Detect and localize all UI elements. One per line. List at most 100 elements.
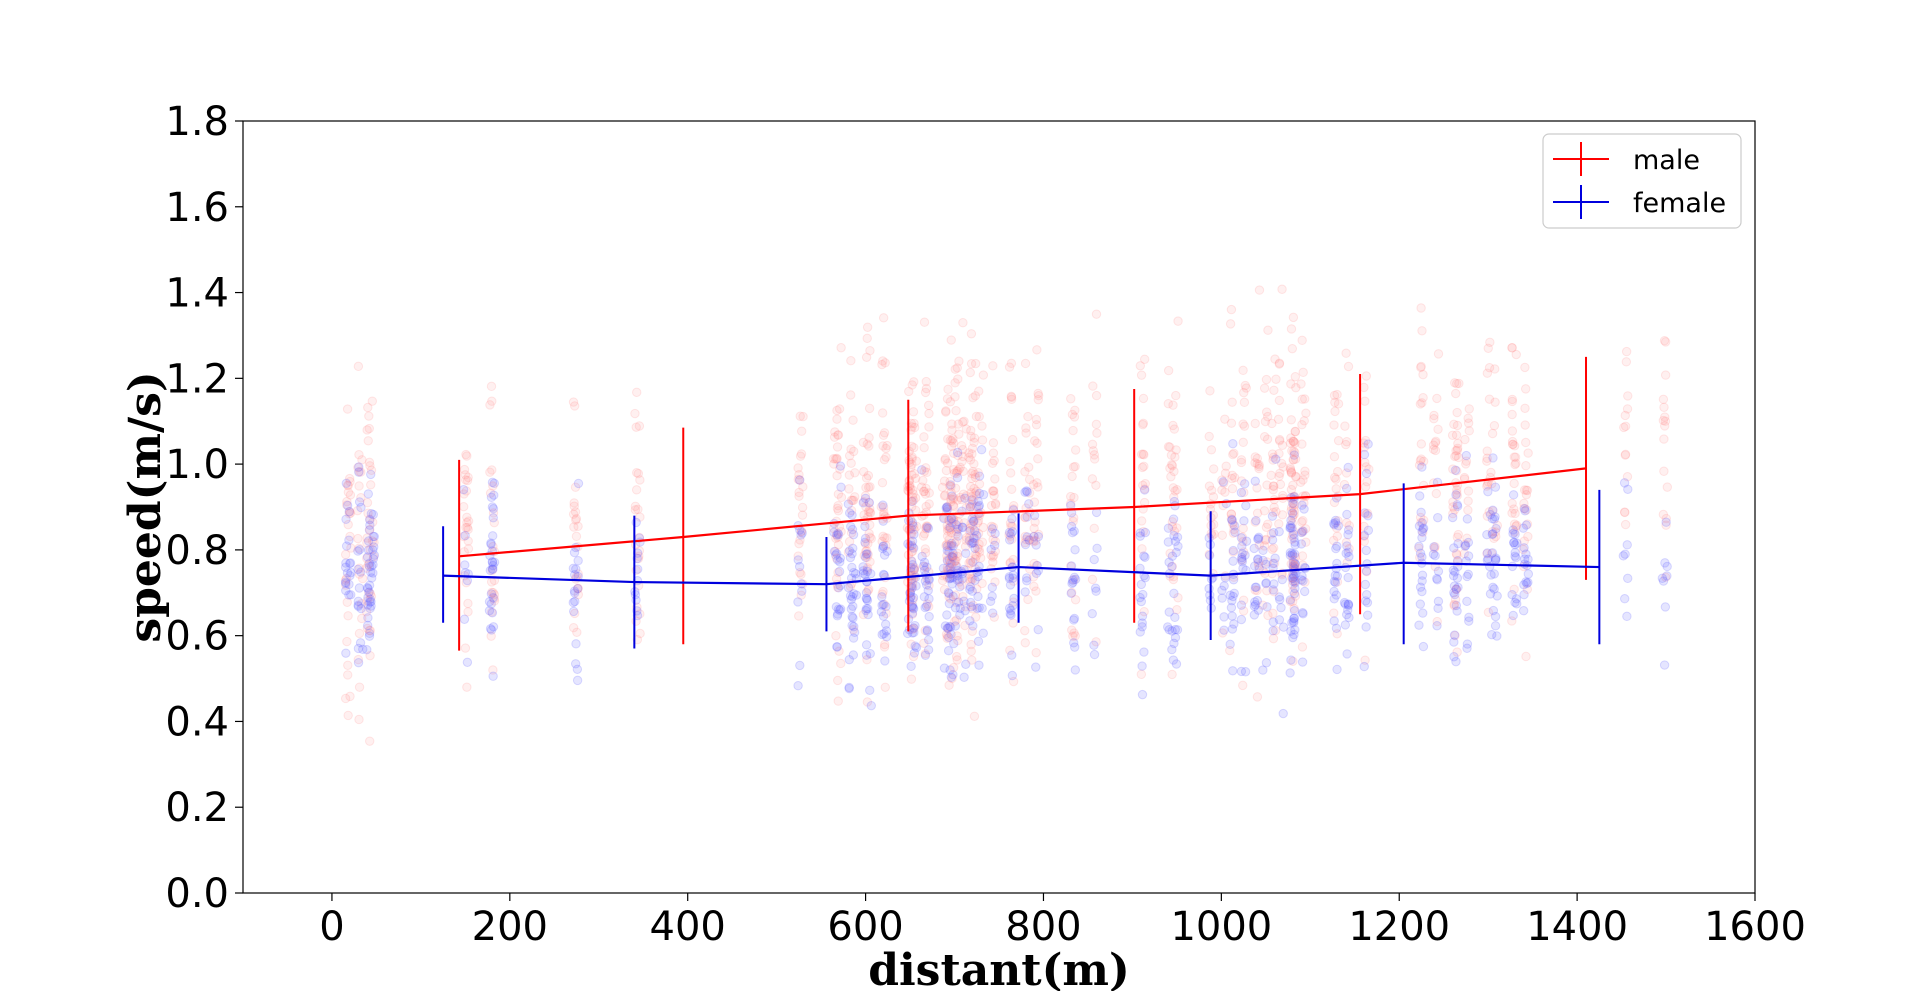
female-scatter-point [1344, 612, 1354, 623]
female-scatter-point [987, 608, 998, 618]
male-scatter-point [950, 616, 960, 627]
female-scatter-point [861, 549, 871, 559]
male-scatter-point [989, 612, 999, 622]
male-scatter-point [921, 501, 931, 512]
female-scatter-point [1464, 616, 1474, 626]
male-scatter-point [1253, 557, 1264, 568]
male-scatter-point [1360, 655, 1370, 665]
female-scatter-point [1135, 531, 1145, 541]
male-scatter-point [1341, 537, 1352, 548]
male-scatter-point [1171, 445, 1181, 455]
male-scatter-point [487, 565, 497, 576]
male-scatter-point [941, 465, 952, 476]
female-scatter-point [989, 540, 1000, 551]
male-scatter-point [1299, 416, 1309, 426]
female-scatter-point [974, 471, 985, 481]
male-scatter-point [1329, 472, 1340, 483]
male-scatter-point [965, 455, 976, 465]
male-scatter-point [365, 524, 375, 535]
male-scatter-point [966, 329, 977, 339]
male-scatter-point [863, 549, 873, 560]
female-scatter-point [848, 613, 858, 623]
male-scatter-point [1447, 430, 1458, 440]
male-scatter-point [1219, 478, 1229, 488]
female-scatter-point [1490, 621, 1501, 631]
male-scatter-point [1484, 363, 1495, 373]
male-scatter-point [1512, 520, 1522, 530]
female-scatter-point [844, 508, 855, 518]
female-scatter-point [1361, 622, 1371, 632]
female-scatter-point [1022, 512, 1032, 522]
male-scatter-point [364, 423, 374, 434]
female-scatter-point [1169, 638, 1179, 649]
male-scatter-point [1217, 530, 1228, 540]
female-scatter-point [1276, 603, 1286, 613]
male-scatter-point [1331, 523, 1342, 533]
male-scatter-point [1241, 383, 1251, 393]
female-scatter-point [1343, 529, 1353, 540]
male-scatter-point [986, 500, 997, 511]
female-scatter-point [1361, 589, 1372, 600]
male-scatter-point [949, 516, 959, 527]
male-scatter-point [1238, 547, 1249, 557]
male-scatter-point [955, 462, 965, 473]
male-scatter-point [793, 551, 803, 561]
male-scatter-point [1087, 574, 1098, 585]
male-scatter-point [1300, 470, 1310, 480]
male-scatter-point [1286, 559, 1296, 569]
male-scatter-point [1620, 421, 1631, 431]
female-scatter-point [1508, 490, 1519, 500]
female-scatter-point [1451, 584, 1461, 594]
female-scatter-point [909, 648, 920, 658]
y-axis-title: speed(m/s) [120, 371, 171, 642]
female-scatter-point [1521, 520, 1532, 530]
male-scatter-point [1286, 502, 1297, 513]
female-scatter-point [362, 552, 373, 562]
male-scatter-point [1252, 692, 1263, 702]
female-scatter-point [1171, 659, 1182, 669]
male-scatter-point [954, 464, 964, 475]
female-scatter-point [1089, 649, 1100, 660]
female-scatter-point [1417, 532, 1427, 543]
female-scatter-point [849, 589, 859, 599]
male-scatter-point [964, 499, 975, 509]
male-scatter-point [489, 589, 500, 600]
female-scatter-point [1523, 577, 1533, 588]
male-scatter-point [569, 498, 579, 508]
female-scatter-point [1229, 619, 1239, 629]
female-scatter-point [1483, 554, 1493, 564]
male-scatter-point [879, 507, 889, 518]
male-scatter-point [1416, 454, 1426, 464]
female-scatter-point [1069, 615, 1079, 625]
male-scatter-point [862, 697, 873, 707]
male-scatter-point [1522, 519, 1533, 529]
female-scatter-point [952, 575, 963, 585]
female-scatter-point [1268, 585, 1278, 595]
male-scatter-point [1288, 480, 1298, 490]
female-scatter-point [1450, 589, 1460, 600]
male-scatter-point [1344, 520, 1354, 531]
male-scatter-point [1252, 459, 1262, 469]
male-scatter-point [877, 359, 887, 370]
male-scatter-point [970, 472, 981, 483]
female-scatter-point [1329, 616, 1339, 626]
male-scatter-point [964, 558, 974, 568]
male-scatter-point [1226, 304, 1237, 315]
female-scatter-point [1006, 610, 1016, 620]
male-scatter-point [357, 455, 367, 465]
female-scatter-point [1298, 609, 1308, 619]
female-scatter-point [1332, 664, 1342, 675]
male-scatter-point [1136, 370, 1147, 380]
female-scatter-point [1520, 506, 1530, 516]
male-scatter-point [1206, 499, 1216, 509]
male-scatter-point [1006, 468, 1016, 478]
female-scatter-point [1485, 509, 1496, 520]
female-scatter-point [1485, 589, 1496, 599]
female-scatter-point [947, 551, 958, 562]
female-scatter-point [985, 596, 996, 607]
male-scatter-point [967, 499, 977, 509]
male-scatter-point [1228, 528, 1239, 538]
female-scatter-point [1289, 450, 1299, 460]
male-scatter-point [924, 580, 934, 591]
male-scatter-point [861, 546, 872, 556]
